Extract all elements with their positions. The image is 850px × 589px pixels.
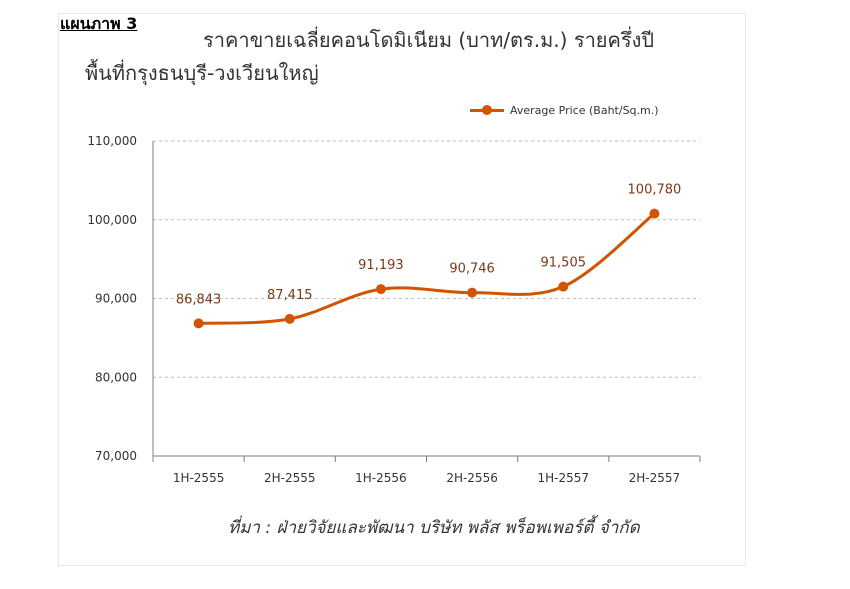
data-point [649, 208, 660, 219]
x-tick-label: 1H-2555 [173, 471, 225, 485]
data-point [467, 287, 478, 298]
legend-label: Average Price (Baht/Sq.m.) [510, 103, 659, 117]
x-tick-label: 1H-2557 [537, 471, 589, 485]
y-tick-label: 80,000 [95, 370, 137, 384]
figure-label: แผนภาพ 3 [60, 14, 138, 33]
series-line [198, 212, 656, 325]
data-point [375, 284, 386, 295]
x-tick-label: 2H-2556 [446, 471, 498, 485]
data-point [558, 281, 569, 292]
data-label: 87,415 [267, 288, 313, 303]
chart-frame [58, 13, 746, 566]
legend-swatch [470, 103, 504, 117]
data-label: 100,780 [628, 183, 682, 198]
data-point [284, 313, 295, 324]
chart-title: ราคาขายเฉลี่ยคอนโดมิเนียม (บาท/ตร.ม.) รา… [203, 28, 655, 52]
chart-legend: Average Price (Baht/Sq.m.) [470, 100, 659, 120]
x-tick-label: 2H-2557 [629, 471, 681, 485]
data-label: 90,746 [449, 262, 495, 277]
x-tick-label: 1H-2556 [355, 471, 407, 485]
data-label: 91,193 [358, 258, 404, 273]
source-note: ที่มา : ฝ่ายวิจัยและพัฒนา บริษัท พลัส พร… [228, 518, 640, 538]
chart-subtitle: พื้นที่กรุงธนบุรี-วงเวียนใหญ่ [85, 61, 319, 85]
y-tick-label: 100,000 [87, 213, 137, 227]
data-label: 86,843 [176, 292, 222, 307]
data-label: 91,505 [541, 256, 587, 271]
y-tick-label: 110,000 [87, 134, 137, 148]
x-tick-label: 2H-2555 [264, 471, 316, 485]
data-point [193, 318, 204, 329]
y-tick-label: 70,000 [95, 449, 137, 463]
y-tick-label: 90,000 [95, 292, 137, 306]
